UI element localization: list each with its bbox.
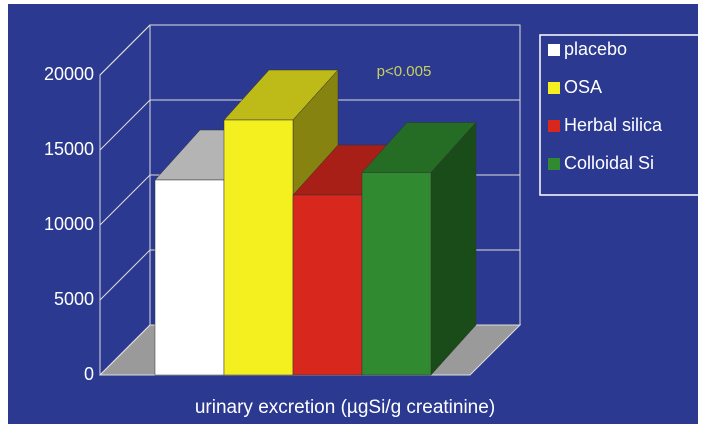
bar <box>292 194 363 376</box>
y-tick-label: 10000 <box>44 214 94 234</box>
legend-label: placebo <box>564 39 627 59</box>
legend-label: Herbal silica <box>564 115 663 135</box>
bar <box>223 119 294 376</box>
x-axis-label: urinary excretion (µgSi/g creatinine) <box>195 397 495 418</box>
bar <box>154 179 225 376</box>
y-tick-label: 5000 <box>54 289 94 309</box>
y-tick-label: 15000 <box>44 139 94 159</box>
legend-swatch <box>548 120 560 132</box>
y-tick-label: 20000 <box>44 64 94 84</box>
legend-swatch <box>548 82 560 94</box>
legend-label: Colloidal Si <box>564 153 654 173</box>
legend-label: OSA <box>564 77 602 97</box>
grid-line <box>99 99 520 151</box>
bar <box>361 172 432 376</box>
legend-box <box>539 34 701 196</box>
grid-line <box>99 24 520 76</box>
y-tick-label: 0 <box>84 364 94 384</box>
legend-swatch <box>548 158 560 170</box>
annotation: p<0.005 <box>377 63 432 80</box>
legend-swatch <box>548 44 560 56</box>
